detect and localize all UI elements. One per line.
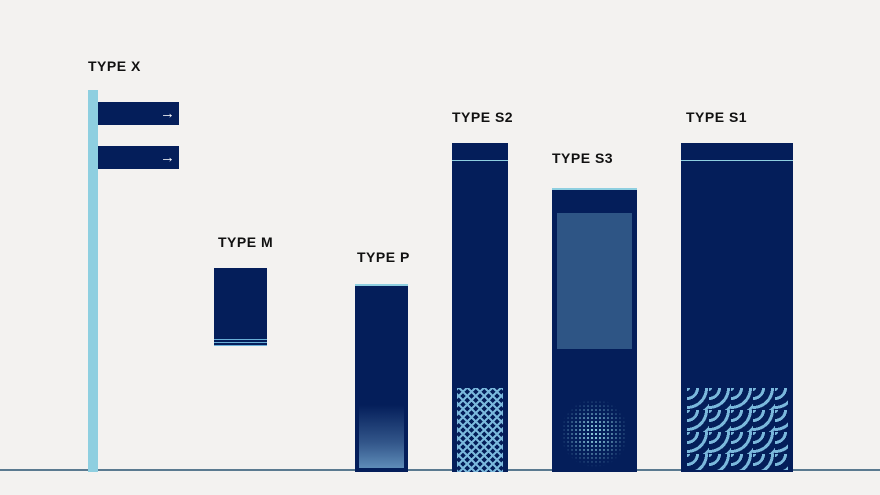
arrow-right-icon: → [160, 104, 175, 122]
arrow-right-icon: → [160, 148, 175, 166]
type-s1-label: TYPE S1 [686, 109, 748, 125]
accent-line [681, 160, 793, 161]
gradient-pattern [359, 405, 404, 468]
type-s3-label: TYPE S3 [552, 150, 614, 166]
type-s2-label: TYPE S2 [452, 109, 514, 125]
leaf-pattern [687, 388, 788, 470]
top-accent [355, 284, 408, 286]
type-s2-sign [452, 143, 508, 472]
type-p-label: TYPE P [357, 249, 410, 265]
type-s3-sign [552, 188, 637, 472]
lattice-pattern [457, 388, 503, 472]
type-x-label: TYPE X [88, 58, 141, 74]
ground-line [0, 469, 880, 471]
dot-pattern [562, 396, 627, 470]
display-panel [557, 213, 632, 349]
type-s1-sign [681, 143, 793, 472]
type-x-pole [88, 90, 98, 472]
type-m-sign [214, 268, 267, 346]
accent-line [452, 160, 508, 161]
type-x-panel-1: → [98, 102, 179, 125]
type-m-label: TYPE M [218, 234, 274, 250]
type-x-panel-2: → [98, 146, 179, 169]
wave-pattern [214, 337, 267, 346]
top-accent [552, 188, 637, 190]
type-p-sign [355, 284, 408, 472]
